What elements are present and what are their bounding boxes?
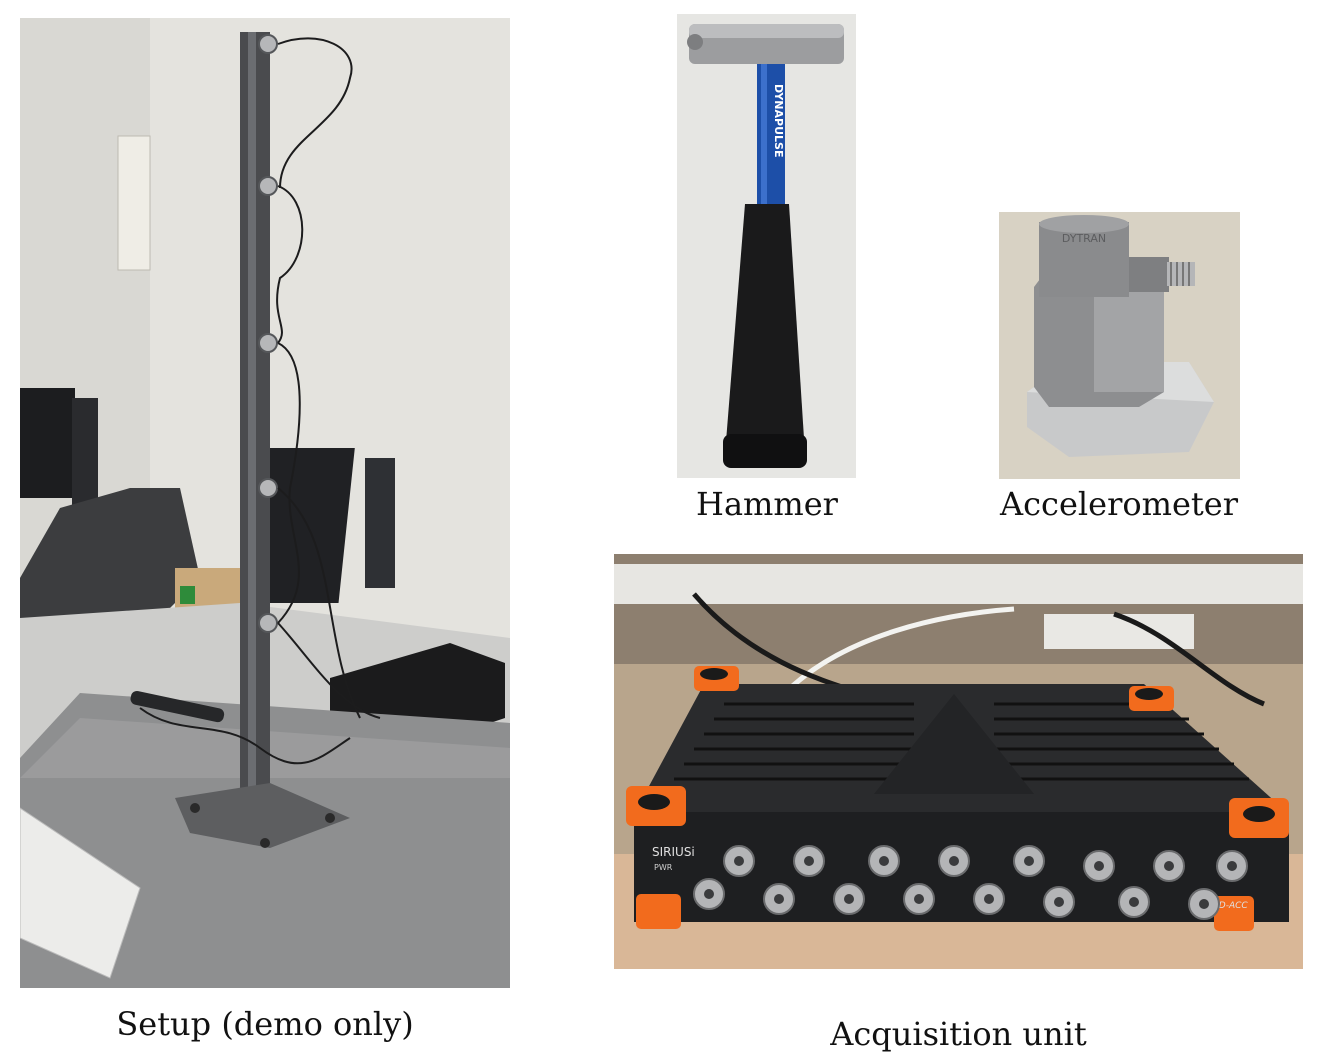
- hammer-photo: DYNAPULSE: [677, 14, 856, 478]
- daq-brand-text: SIRIUSi: [652, 845, 695, 859]
- setup-caption: Setup (demo only): [116, 1005, 414, 1043]
- hammer-caption: Hammer: [696, 485, 838, 523]
- acquisition-caption: Acquisition unit: [830, 1015, 1087, 1053]
- daq-power-text: PWR: [654, 863, 673, 872]
- hammer-brand-text: DYNAPULSE: [772, 84, 785, 157]
- accelerometer-caption: Accelerometer: [1000, 485, 1238, 523]
- daq-model-text: HD-ACC: [1212, 901, 1248, 911]
- acquisition-unit-photo: SIRIUSi PWR HD-ACC: [614, 554, 1303, 969]
- setup-photo: [20, 18, 510, 988]
- accelerometer-photo: DYTRAN: [999, 212, 1240, 479]
- accelerometer-brand-text: DYTRAN: [1062, 232, 1106, 245]
